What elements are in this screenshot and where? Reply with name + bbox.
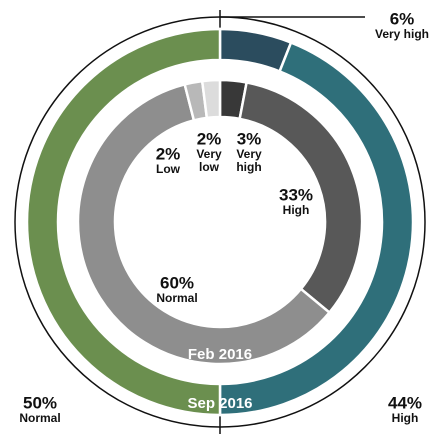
category-label: High — [283, 203, 310, 217]
value-label: 6% — [390, 9, 415, 28]
category-label: Low — [156, 162, 181, 176]
category-label: Very high — [375, 27, 429, 41]
value-label: 33% — [279, 185, 313, 204]
category-label: Very low — [196, 147, 222, 174]
donut-segment — [200, 78, 222, 120]
value-label: 3% — [237, 129, 262, 148]
value-label: 60% — [160, 273, 194, 292]
category-label: Normal — [156, 291, 197, 305]
donut-segment — [218, 27, 293, 73]
ring-title: Feb 2016 — [188, 346, 252, 363]
category-label: High — [392, 411, 419, 425]
value-label: 2% — [197, 129, 222, 148]
outline — [14, 16, 426, 428]
value-label: 2% — [156, 144, 181, 163]
ring-title: Sep 2016 — [187, 395, 252, 412]
value-label: 50% — [23, 393, 57, 412]
donut-segment — [25, 27, 222, 417]
category-label: Normal — [19, 411, 60, 425]
category-label: Very high — [236, 147, 262, 174]
value-label: 44% — [388, 393, 422, 412]
donut-segment — [76, 82, 332, 366]
